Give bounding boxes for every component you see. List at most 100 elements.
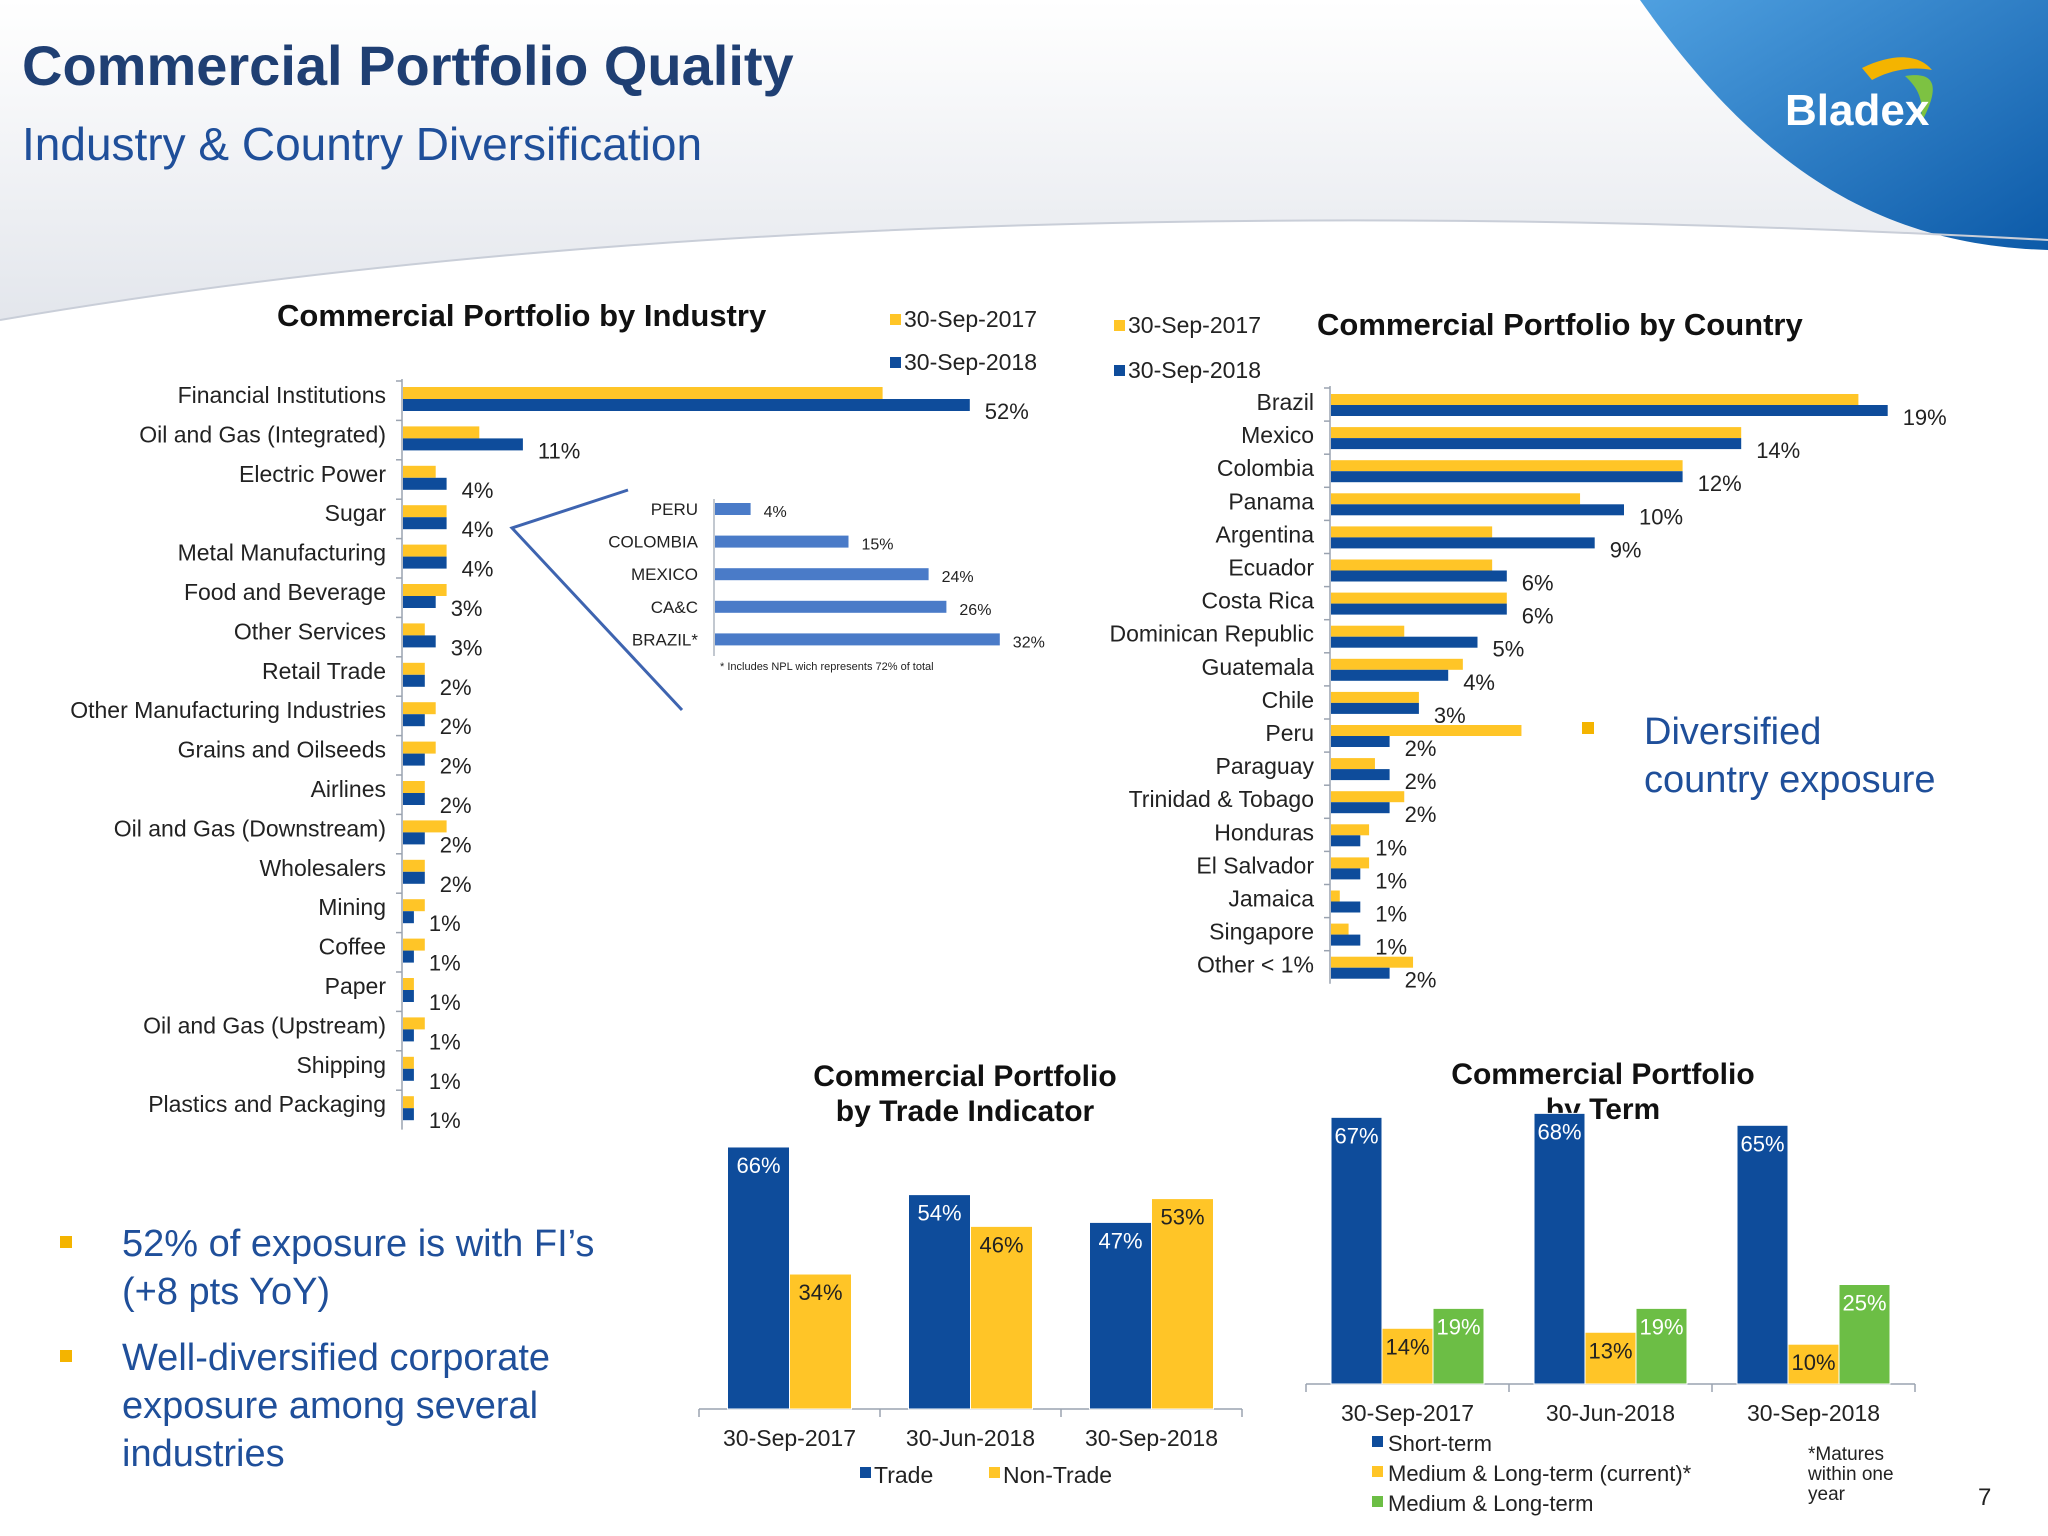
inset-bar-brazil [715,633,1000,646]
category-label-sugar: Sugar [325,500,387,526]
legend-label-30-sep-2018: 30-Sep-2018 [1128,357,1261,383]
bar-oil-and-gas-downstream-2018 [403,832,425,845]
category-label-mining: Mining [318,894,386,920]
bar-medium-long-term-30-sep-2017 [1432,1307,1485,1385]
x-tick-label-30-jun-2018: 30-Jun-2018 [906,1425,1035,1451]
bar-trade-30-sep-2017 [727,1146,790,1410]
bar-other-manufacturing-industries-2017 [403,702,436,715]
data-label-ecuador: 6% [1522,571,1554,596]
data-label-paraguay: 2% [1405,769,1437,794]
data-label-guatemala: 4% [1463,670,1495,695]
x-tick-label-30-sep-2018: 30-Sep-2018 [1085,1425,1218,1451]
bar-oil-and-gas-upstream-2017 [403,1017,425,1030]
data-label-financial-institutions: 52% [985,399,1029,424]
data-label-singapore: 1% [1375,935,1407,960]
data-label-trade-30-sep-2018: 47% [1098,1228,1142,1253]
legend-label-medium-long-term: Medium & Long-term [1388,1491,1593,1516]
category-label-plastics-and-packaging: Plastics and Packaging [148,1091,386,1117]
data-label-sugar: 4% [462,517,494,542]
inset-bar-peru [715,503,751,515]
bar-retail-trade-2017 [403,662,425,675]
bullet-marker [60,1350,72,1362]
bar-other-manufacturing-industries-2018 [403,714,425,727]
category-label-panama: Panama [1228,488,1314,514]
bar-plastics-and-packaging-2018 [403,1108,414,1121]
inset-category-ca-c: CA&C [651,598,698,617]
bar-coffee-2017 [403,938,425,951]
bar-trinidad-tobago-2017 [1331,791,1405,803]
data-label-mining: 1% [429,911,461,936]
data-label-plastics-and-packaging: 1% [429,1108,461,1133]
category-label-dominican-republic: Dominican Republic [1109,621,1314,647]
inset-category-colombia: COLOMBIA [608,533,698,552]
data-label-medium-long-term-30-jun-2018: 19% [1639,1314,1683,1339]
category-label-singapore: Singapore [1209,919,1314,945]
data-label-medium-long-term-current-30-sep-2018: 10% [1791,1350,1835,1375]
category-label-costa-rica: Costa Rica [1202,588,1315,614]
category-label-grains-and-oilseeds: Grains and Oilseeds [178,737,386,763]
data-label-peru: 2% [1405,736,1437,761]
bullet-text-fi: 52% of exposure is with FI’s (+8 pts YoY) [122,1223,594,1313]
bar-metal-manufacturing-2018 [403,556,447,569]
legend-label-30-sep-2017: 30-Sep-2017 [904,306,1037,332]
bar-non-trade-30-sep-2017 [789,1273,852,1410]
data-label-el-salvador: 1% [1375,868,1407,893]
bar-shipping-2018 [403,1068,414,1081]
bar-electric-power-2018 [403,477,447,490]
legend-label-non-trade: Non-Trade [1003,1462,1112,1488]
legend-label-trade: Trade [874,1462,933,1488]
data-label-chile: 3% [1434,703,1466,728]
bullet-text-corporate: Well-diversified corporate exposure among… [122,1337,550,1475]
country-chart: Commercial Portfolio by Country 30-Sep-20… [1109,307,1946,993]
bar-other-services-2018 [403,635,436,648]
bullets-right: Diversified country exposure [1582,711,1936,801]
category-label-coffee: Coffee [319,934,386,960]
bar-jamaica-2017 [1331,890,1340,902]
bar-costa-rica-2018 [1331,603,1507,615]
header-divider [0,219,2048,321]
bar-oil-and-gas-integrated-2017 [403,426,480,439]
data-label-airlines: 2% [440,793,472,818]
bar-argentina-2018 [1331,537,1595,549]
bar-paraguay-2018 [1331,769,1390,781]
data-label-costa-rica: 6% [1522,604,1554,629]
inset-data-label-mexico: 24% [942,569,974,586]
bar-argentina-2017 [1331,526,1493,538]
data-label-medium-long-term-30-sep-2017: 19% [1436,1314,1480,1339]
inset-bar-mexico [715,568,929,581]
bar-airlines-2018 [403,793,425,805]
data-label-trade-30-jun-2018: 54% [917,1201,961,1226]
legend-swatch-30-sep-2017 [1114,320,1125,331]
data-label-paper: 1% [429,990,461,1015]
logo-text: Bladex [1785,86,1930,135]
bar-peru-2018 [1331,736,1390,747]
fi-inset-chart: PERU 4% COLOMBIA 15% MEXICO 24% CA&C 26% BRAZIL*… [509,488,1045,712]
bar-brazil-2017 [1331,394,1859,405]
bar-guatemala-2017 [1331,658,1463,670]
bar-mexico-2017 [1331,427,1742,439]
data-label-short-term-30-sep-2018: 65% [1740,1131,1784,1156]
bar-coffee-2018 [403,950,414,963]
legend-swatch-non-trade [989,1467,1000,1478]
bar-ecuador-2018 [1331,570,1507,582]
bar-wholesalers-2018 [403,871,425,884]
category-label-mexico: Mexico [1241,422,1314,448]
legend-label-30-sep-2018: 30-Sep-2018 [904,349,1037,375]
bar-dominican-republic-2018 [1331,636,1478,648]
bar-trade-30-sep-2018 [1089,1221,1152,1410]
data-label-oil-and-gas-upstream: 1% [429,1029,461,1054]
bar-jamaica-2018 [1331,901,1361,913]
inset-callout-line [509,488,684,712]
bar-brazil-2018 [1331,405,1888,416]
data-label-honduras: 1% [1375,835,1407,860]
bar-costa-rica-2017 [1331,592,1507,604]
data-label-shipping: 1% [429,1069,461,1094]
data-label-trinidad-tobago: 2% [1405,802,1437,827]
data-label-trade-30-sep-2017: 66% [736,1153,780,1178]
category-label-paraguay: Paraguay [1216,753,1315,779]
country-chart-title: Commercial Portfolio by Country [1317,307,1803,342]
legend-label-short-term: Short-term [1388,1431,1492,1456]
bar-trade-30-jun-2018 [908,1194,971,1410]
